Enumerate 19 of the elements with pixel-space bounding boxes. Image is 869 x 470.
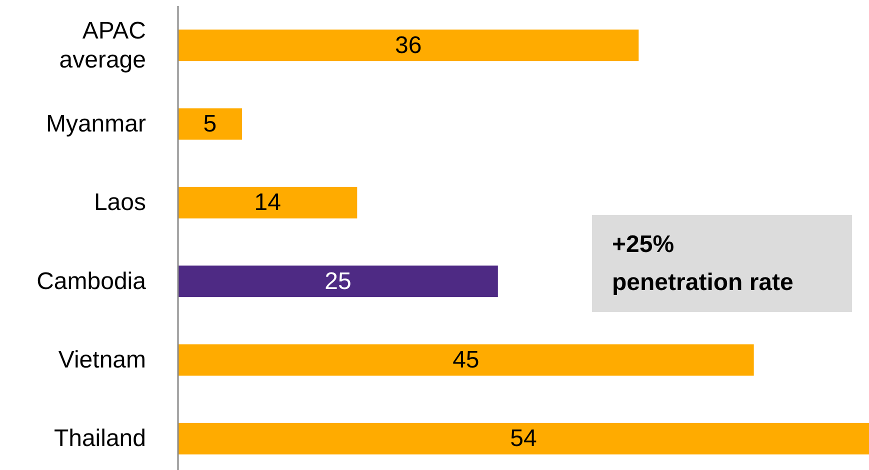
bar (178, 108, 242, 140)
data-label: 5 (203, 110, 217, 138)
data-label: 45 (452, 346, 480, 374)
y-tick-label: Vietnam (58, 346, 146, 374)
y-tick-label: Laos (94, 189, 146, 216)
data-label: 25 (324, 268, 352, 295)
bar (178, 344, 754, 376)
data-label: 14 (254, 189, 281, 216)
data-label: 36 (394, 32, 422, 59)
y-tick-label: Thailand (54, 425, 146, 452)
bar (178, 422, 869, 454)
y-tick-label: Cambodia (36, 268, 147, 295)
bar (178, 186, 358, 218)
annotation: +25% penetration rate (612, 231, 794, 296)
data-label: 54 (510, 425, 537, 452)
y-tick-label: APAC average (59, 17, 146, 74)
y-tick-label: Myanmar (46, 110, 146, 138)
bar (178, 266, 498, 298)
bar (178, 30, 639, 62)
